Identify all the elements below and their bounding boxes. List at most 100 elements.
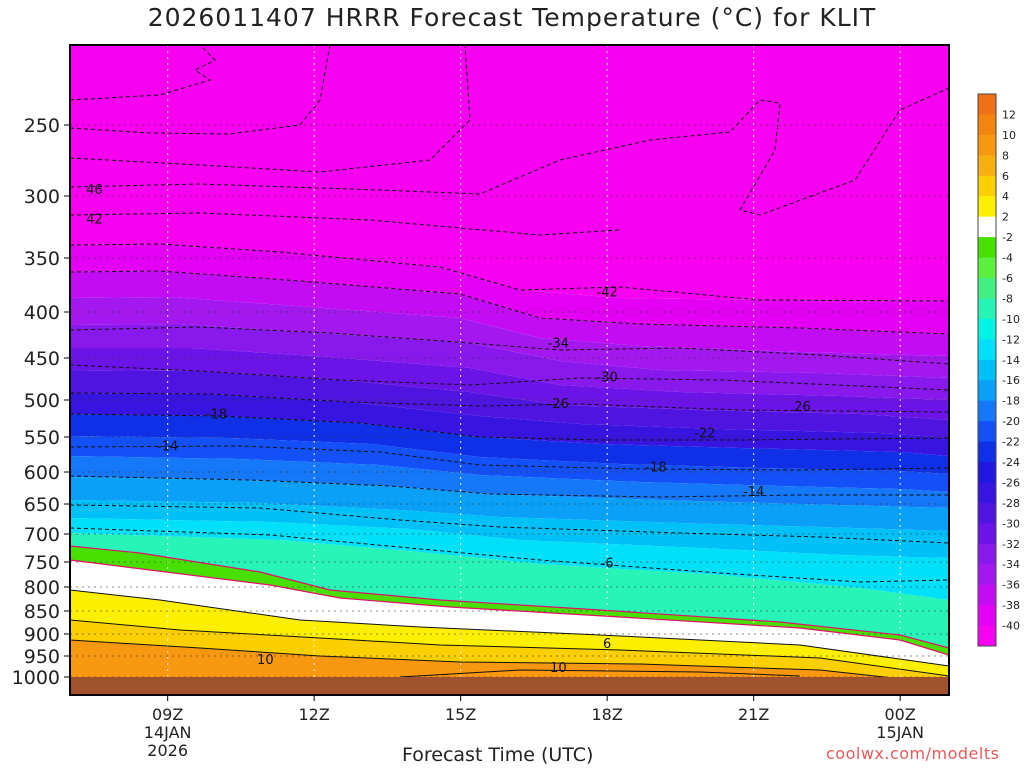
isotherm-dashed [69, 504, 950, 544]
plot-frame [69, 44, 950, 696]
plot-area: 46 42 -42 -34 -30 -26 26 -18 -22 -14 -18 -14 -6 6 10 10 [69, 44, 950, 695]
temperature-band [70, 45, 949, 301]
temperature-band [70, 324, 949, 400]
colorbar-swatch [978, 114, 996, 136]
colorbar-swatch [978, 339, 996, 361]
y-tick-label: 900 [24, 624, 60, 646]
temperature-band [70, 297, 949, 378]
temperature-band [70, 590, 949, 676]
colorbar-label: -22 [1002, 436, 1020, 449]
colorbar-label: -14 [1002, 354, 1020, 367]
colorbar-swatch [978, 196, 996, 218]
y-tick-label: 650 [24, 494, 60, 516]
colorbar-label: 4 [1002, 190, 1009, 203]
isotherm-label: 10 [257, 653, 274, 668]
temperature-band [70, 348, 949, 420]
colorbar-label: -6 [1002, 272, 1013, 285]
colorbar-swatch [978, 441, 996, 463]
y-tick-label: 550 [24, 427, 60, 449]
x-tick-label: 09Z [152, 705, 183, 724]
isotherm-label: -22 [694, 427, 715, 442]
x-tick-label: 21Z [738, 705, 769, 724]
colorbar-swatch [978, 155, 996, 177]
isotherm-label: 26 [794, 400, 811, 415]
colorbar-label: -20 [1002, 415, 1020, 428]
isotherm-dashed [69, 413, 950, 441]
chart-title: 2026011407 HRRR Forecast Temperature (°C… [147, 3, 877, 32]
x-tick-label: 12Z [299, 705, 330, 724]
colorbar-swatch [978, 237, 996, 259]
y-tick-label: 800 [24, 577, 60, 599]
isotherm-label: 6 [603, 637, 611, 652]
y-tick-label: 850 [24, 601, 60, 623]
colorbar-swatch [978, 564, 996, 586]
isotherm-dashed [69, 44, 331, 135]
isotherm-dashed [69, 445, 950, 471]
y-tick-label: 750 [24, 552, 60, 574]
isotherm-dashed [69, 475, 949, 498]
colorbar-label: -16 [1002, 374, 1020, 387]
y-tick-label: 300 [24, 186, 60, 208]
y-tick-label: 700 [24, 524, 60, 546]
colorbar-label: 2 [1002, 211, 1009, 224]
y-tick-label: 450 [24, 348, 60, 370]
isotherm-label: -18 [206, 407, 227, 422]
colorbar-swatch [978, 584, 996, 606]
colorbar-label: -38 [1002, 599, 1020, 612]
isotherm-label: -14 [743, 485, 764, 500]
x-tick-label: 00Z [885, 705, 916, 724]
colorbar-swatch [978, 134, 996, 156]
temperature-band [70, 518, 949, 600]
colorbar-swatch [978, 502, 996, 524]
temperature-band [70, 370, 949, 438]
colorbar-swatch [978, 543, 996, 565]
colorbar-label: -18 [1002, 395, 1020, 408]
temperature-band [70, 546, 949, 655]
colorbar-label: -24 [1002, 456, 1020, 469]
colorbar-swatch [978, 298, 996, 320]
isotherm-label: 42 [86, 212, 103, 227]
y-tick-label: 250 [24, 115, 60, 137]
isotherm-dashed [69, 364, 950, 391]
temperature-band [70, 533, 949, 648]
y-axis: 250 300 350 400 450 500 550 600 650 700 750 8008509… [12, 115, 70, 689]
x-tick-label: 18Z [592, 705, 623, 724]
colorbar-swatch [978, 421, 996, 443]
colorbar-swatch [978, 94, 996, 115]
colorbar-label: -30 [1002, 517, 1020, 530]
ground-surface [70, 677, 949, 695]
isotherm-solid [69, 589, 950, 667]
y-tick-label: 500 [24, 390, 60, 412]
y-tick-label: 400 [24, 302, 60, 324]
isotherm-label: 10 [550, 661, 567, 676]
colorbar-swatch [978, 400, 996, 422]
colorbar-label: -32 [1002, 538, 1020, 551]
x-axis-label: Forecast Time (UTC) [402, 744, 594, 766]
x-tick-label: 2026 [147, 741, 188, 760]
isotherm-zero [69, 545, 950, 649]
y-tick-label: 350 [24, 248, 60, 270]
isotherm-label: -34 [548, 336, 569, 351]
colorbar-label: -12 [1002, 333, 1020, 346]
isotherm-dashed [69, 87, 950, 216]
isotherm-dashed [69, 392, 950, 413]
isotherm-dashed [69, 270, 950, 335]
x-tick-label: 14JAN [144, 723, 192, 742]
colorbar-label: 6 [1002, 170, 1009, 183]
credit-text: coolwx.com/modelts [826, 744, 1000, 763]
isotherm-label: -42 [597, 285, 618, 300]
colorbar-swatch [978, 318, 996, 340]
temperature-band [70, 244, 949, 334]
isotherm-label: -26 [548, 397, 569, 412]
y-tick-label: 600 [24, 462, 60, 484]
colorbar-swatch [978, 462, 996, 483]
colorbar-label: 10 [1002, 129, 1016, 142]
temperature-band [70, 620, 949, 684]
isotherm-label: -14 [157, 439, 178, 454]
colorbar-swatch [978, 380, 996, 402]
temperature-band [70, 500, 949, 558]
isotherm-zero [69, 559, 950, 656]
colorbar-swatch [978, 216, 996, 238]
